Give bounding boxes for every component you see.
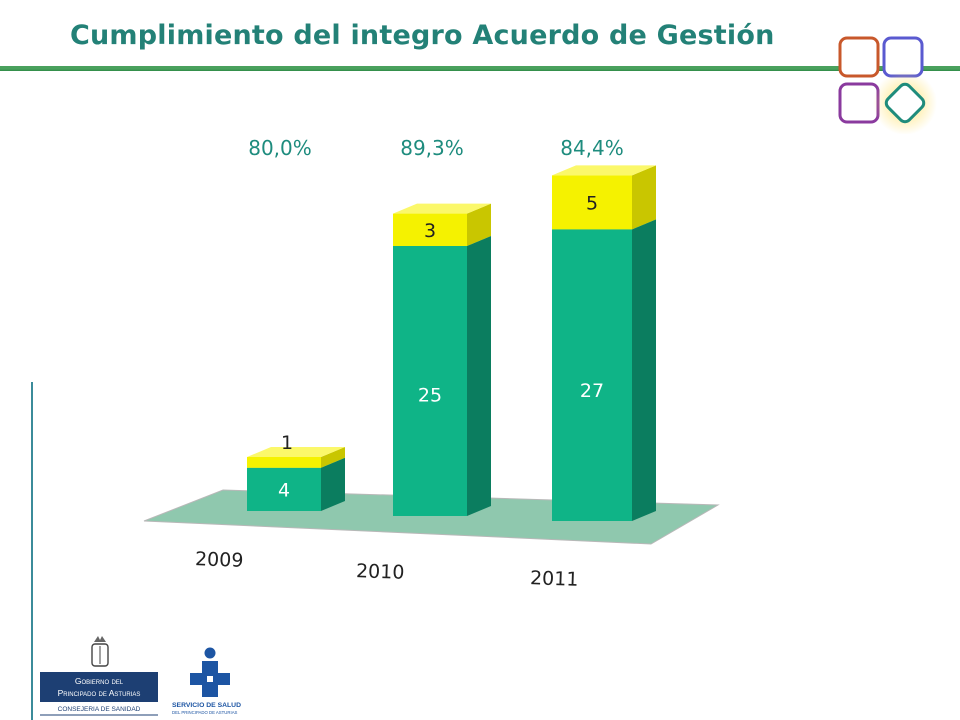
bar-green-2011 — [552, 219, 656, 521]
year-label-2010: 2010 — [356, 560, 405, 584]
cross-icon — [190, 647, 230, 697]
value-label-green-2009: 4 — [278, 479, 290, 501]
value-label-yellow-2010: 3 — [424, 220, 436, 242]
percentage-labels: 80,0% 89,3% 84,4% — [248, 136, 624, 160]
percentage-label-2011: 84,4% — [560, 136, 624, 160]
coat-of-arms-icon — [91, 636, 109, 667]
percentage-label-2009: 80,0% — [248, 136, 312, 160]
bar-yellow-2009 — [247, 447, 345, 468]
gobierno-line3: CONSEJERIA DE SANIDAD — [58, 706, 141, 713]
percentage-label-2010: 89,3% — [400, 136, 464, 160]
year-label-2011: 2011 — [530, 567, 579, 591]
sespa-line2: DEL PRINCIPADO DE ASTURIAS — [172, 710, 238, 715]
year-label-2009: 2009 — [195, 548, 244, 572]
gobierno-line2: Principado de Asturias — [58, 688, 141, 698]
corner-decoration — [838, 36, 937, 134]
bars-layer: 4 1 25 3 27 5 — [247, 165, 656, 521]
sespa-line1: SERVICIO DE SALUD — [172, 702, 241, 709]
value-label-green-2010: 25 — [418, 385, 442, 407]
sespa-logo: SERVICIO DE SALUD DEL PRINCIPADO DE ASTU… — [172, 646, 248, 716]
left-vertical-line — [31, 382, 33, 720]
bar-green-2010 — [393, 236, 491, 516]
value-label-yellow-2011: 5 — [586, 192, 598, 214]
value-label-yellow-2009: 1 — [281, 432, 293, 454]
slide-title: Cumplimiento del integro Acuerdo de Gest… — [70, 20, 775, 51]
title-underline — [0, 66, 960, 71]
year-labels: 2009 2010 2011 — [195, 548, 579, 591]
bar-yellow-2011 — [552, 165, 656, 230]
bar-yellow-2010 — [393, 203, 491, 246]
deco-diamond-teal — [884, 82, 926, 124]
gobierno-line1: Gobierno del — [75, 676, 124, 686]
gobierno-asturias-logo: Gobierno del Principado de Asturias CONS… — [40, 632, 160, 716]
deco-square-orange — [838, 36, 880, 78]
value-label-green-2011: 27 — [580, 380, 604, 402]
